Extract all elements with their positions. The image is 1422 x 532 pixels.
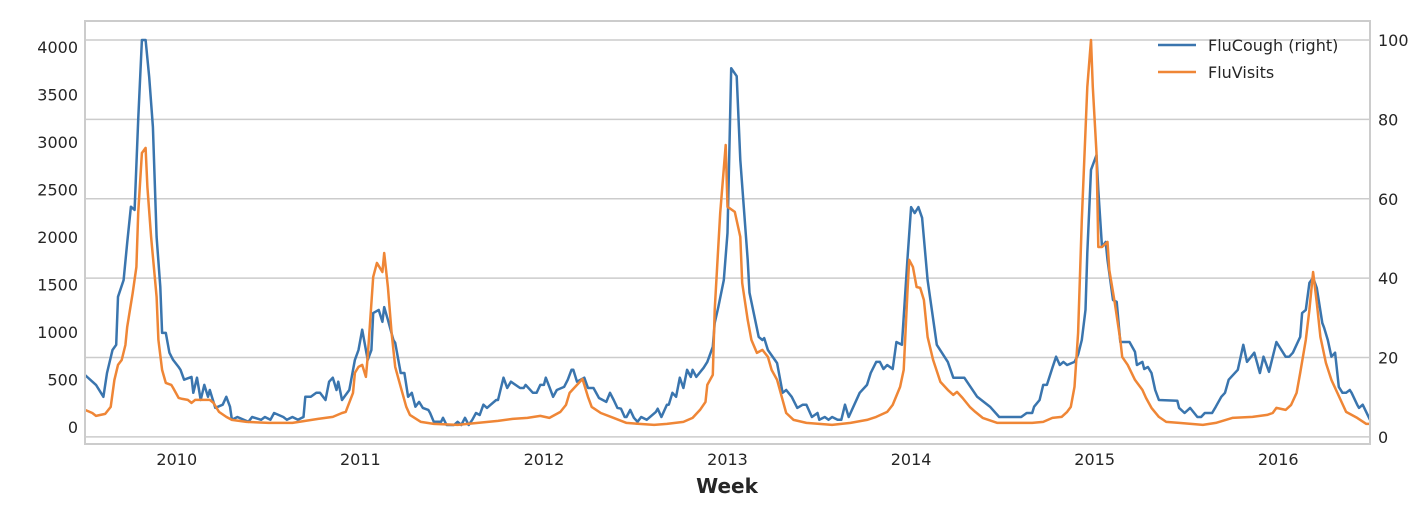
y-left-tick-label: 0 [68,418,78,437]
y-right-tick-label: 40 [1378,269,1398,288]
x-tick-label: 2012 [524,450,565,469]
x-tick-label: 2016 [1258,450,1299,469]
right-y-axis-ticks: 0 20 40 60 80 100 [1378,31,1409,447]
x-tick-label: 2013 [707,450,748,469]
x-tick-label: 2010 [156,450,197,469]
y-left-tick-label: 2500 [37,181,78,200]
y-right-tick-label: 100 [1378,31,1409,50]
y-left-tick-label: 3000 [37,133,78,152]
y-right-tick-label: 80 [1378,110,1398,129]
legend: FluCough (right) FluVisits [1158,36,1338,82]
y-left-tick-label: 4000 [37,38,78,57]
y-right-tick-label: 20 [1378,348,1398,367]
x-tick-label: 2014 [891,450,932,469]
y-left-tick-label: 2000 [37,228,78,247]
y-right-tick-label: 60 [1378,190,1398,209]
x-axis-ticks: 2010 2011 2012 2013 2014 2015 2016 [156,450,1298,469]
x-tick-label: 2011 [340,450,381,469]
series-line-fluvisits [84,38,1370,427]
legend-label-flucough: FluCough (right) [1208,36,1338,55]
y-left-tick-label: 500 [47,370,78,389]
x-axis-label: Week [696,474,758,498]
left-y-axis-ticks: 0 500 1000 1500 2000 2500 3000 3500 4000 [37,38,78,437]
y-left-tick-label: 1500 [37,275,78,294]
x-tick-label: 2015 [1074,450,1115,469]
legend-label-fluvisits: FluVisits [1208,63,1274,82]
y-left-tick-label: 1000 [37,323,78,342]
series-lines [84,38,1372,427]
series-line-flucough-right [84,38,1372,427]
y-right-tick-label: 0 [1378,428,1388,447]
plot-frame [84,20,1371,445]
y-left-tick-label: 3500 [37,86,78,105]
